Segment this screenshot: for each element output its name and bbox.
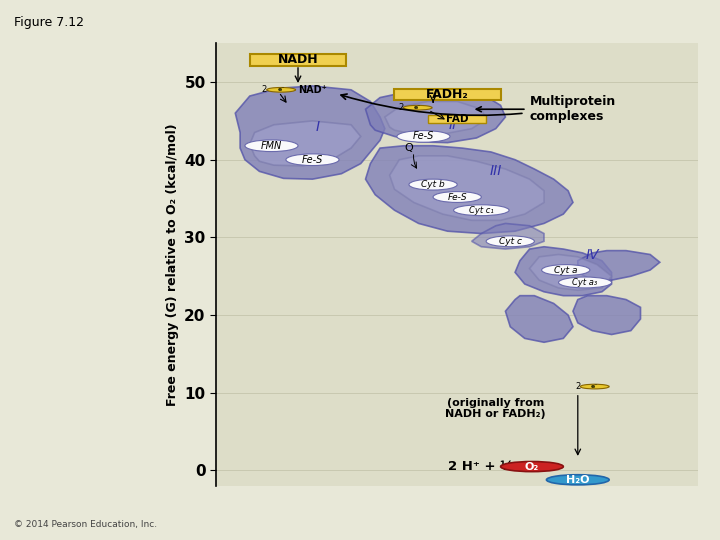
Text: FMN: FMN (261, 141, 282, 151)
Circle shape (546, 475, 609, 485)
Ellipse shape (454, 205, 509, 215)
Text: 2: 2 (398, 103, 403, 112)
Polygon shape (529, 254, 611, 290)
Ellipse shape (397, 131, 450, 142)
Text: III: III (490, 164, 502, 178)
Ellipse shape (245, 140, 298, 152)
Text: Cyt a: Cyt a (554, 266, 577, 274)
Text: 2: 2 (575, 382, 580, 391)
Text: O₂: O₂ (525, 462, 539, 471)
Text: Fe-S: Fe-S (447, 193, 467, 201)
Polygon shape (515, 247, 611, 296)
Polygon shape (366, 146, 573, 233)
Circle shape (266, 87, 296, 92)
Text: NAD⁺: NAD⁺ (298, 85, 327, 95)
Text: Multiprotein
complexes: Multiprotein complexes (477, 95, 616, 123)
Text: e⁻: e⁻ (591, 384, 598, 389)
Text: II: II (449, 118, 456, 132)
Text: Fe-S: Fe-S (413, 131, 434, 141)
Ellipse shape (286, 154, 339, 166)
Circle shape (580, 384, 609, 389)
Text: IV: IV (585, 247, 599, 261)
Text: Cyt a₃: Cyt a₃ (572, 278, 598, 287)
Polygon shape (250, 121, 361, 166)
Circle shape (403, 105, 432, 110)
Polygon shape (385, 102, 486, 134)
Text: 2: 2 (261, 85, 267, 94)
Ellipse shape (486, 236, 534, 247)
Y-axis label: Free energy (G) relative to O₂ (kcal/mol): Free energy (G) relative to O₂ (kcal/mol… (166, 123, 179, 406)
Text: Fe-S: Fe-S (302, 155, 323, 165)
Text: NADH: NADH (278, 53, 318, 66)
Text: © 2014 Pearson Education, Inc.: © 2014 Pearson Education, Inc. (14, 520, 158, 529)
Polygon shape (505, 296, 573, 342)
Text: I: I (315, 120, 320, 134)
FancyBboxPatch shape (428, 115, 486, 123)
Text: Figure 7.12: Figure 7.12 (14, 16, 84, 29)
Ellipse shape (559, 277, 611, 288)
Polygon shape (577, 251, 660, 280)
Text: 2 H⁺ + ½: 2 H⁺ + ½ (449, 460, 514, 473)
Ellipse shape (433, 192, 482, 202)
Polygon shape (390, 156, 544, 220)
Text: Cyt b: Cyt b (421, 180, 445, 189)
Text: FADH₂: FADH₂ (426, 88, 469, 101)
Polygon shape (235, 86, 385, 179)
Text: FAD: FAD (446, 114, 469, 124)
Text: H₂O: H₂O (566, 475, 590, 485)
Text: Q: Q (405, 143, 413, 153)
Ellipse shape (409, 179, 457, 190)
FancyBboxPatch shape (395, 89, 500, 100)
Circle shape (500, 462, 563, 471)
Text: e⁻: e⁻ (277, 87, 285, 92)
Polygon shape (472, 224, 544, 249)
Ellipse shape (541, 265, 590, 275)
Text: (originally from
NADH or FADH₂): (originally from NADH or FADH₂) (446, 397, 546, 419)
Text: e⁻: e⁻ (414, 105, 421, 110)
Polygon shape (573, 296, 641, 334)
Text: Cyt c: Cyt c (499, 237, 522, 246)
Text: Cyt c₁: Cyt c₁ (469, 206, 494, 215)
Polygon shape (366, 90, 505, 143)
FancyBboxPatch shape (250, 54, 346, 66)
